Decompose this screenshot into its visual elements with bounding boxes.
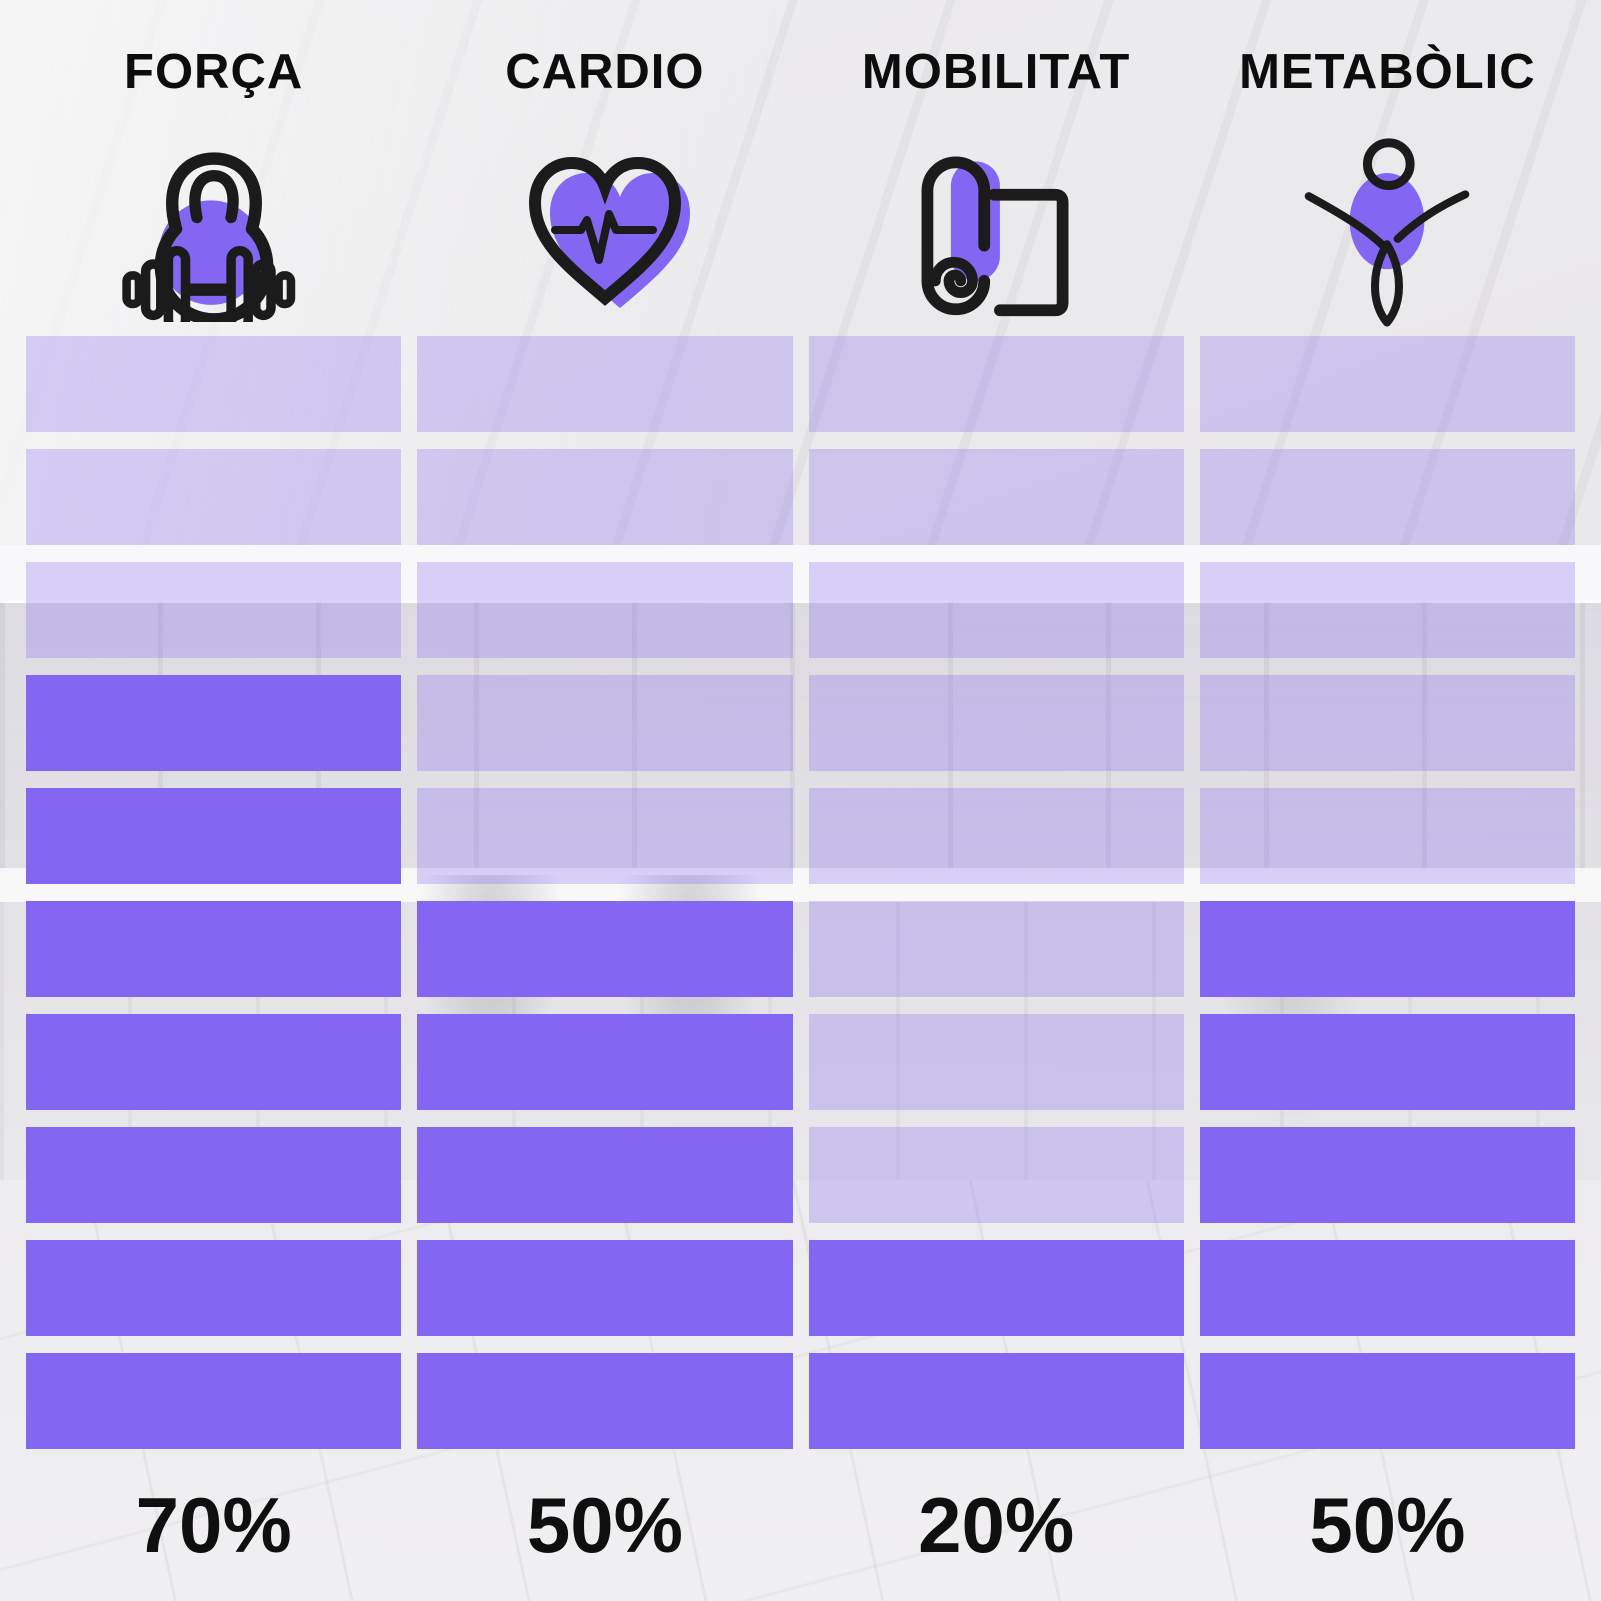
yoga-mat-icon [921,156,1069,317]
segment-empty [417,562,793,658]
segment-empty [26,449,402,545]
segment-empty [417,336,793,432]
segment-stack [26,336,402,1449]
segment-filled [1199,1014,1575,1110]
segment-empty [26,562,402,658]
background-white-band [0,545,1601,600]
segment-empty [808,675,1184,771]
segment-empty [808,788,1184,884]
column-title: FORÇA [124,45,304,99]
segment-filled [417,1014,793,1110]
segment-filled [417,1353,793,1449]
percent-label: 20% [918,1480,1075,1569]
chart-column-metabòlic: METABÒLIC 50% [1199,0,1575,1601]
segment-empty [417,675,793,771]
chart-column-força: FORÇA 70% [26,0,402,1601]
column-title: METABÒLIC [1239,45,1536,99]
heart-pulse-icon [417,132,792,336]
segment-filled [26,1127,402,1223]
segment-empty [808,449,1184,545]
segment-empty [26,336,402,432]
segment-filled [417,901,793,997]
segment-filled [417,1240,793,1336]
chart-column-mobilitat: MOBILITAT 20% [808,0,1184,1601]
yoga-mat-icon [809,132,1184,336]
percent-label: 70% [135,1480,292,1569]
segment-empty [1199,788,1575,884]
heart-pulse-icon [528,156,690,308]
segment-filled [26,675,402,771]
segment-empty [417,788,793,884]
segment-empty [808,336,1184,432]
segment-filled [26,1353,402,1449]
gymnast-figure-icon [1305,138,1470,327]
column-title: MOBILITAT [861,45,1131,99]
chart-column-cardio: CARDIO 50% [417,0,793,1601]
segment-empty [1199,562,1575,658]
segment-filled [1199,901,1575,997]
segment-stack [808,336,1184,1449]
segment-filled [26,1240,402,1336]
kettlebell-dumbbell-icon [26,132,401,336]
gymnast-figure-icon [1200,132,1575,336]
segment-empty [808,1127,1184,1223]
segment-filled [1199,1353,1575,1449]
segment-stack [1199,336,1575,1449]
column-title: CARDIO [505,45,705,99]
segment-stack [417,336,793,1449]
segment-filled [1199,1240,1575,1336]
segment-filled [26,901,402,997]
segment-empty [1199,449,1575,545]
segment-filled [1199,1127,1575,1223]
segment-filled [26,1014,402,1110]
percent-label: 50% [526,1480,683,1569]
segment-empty [1199,675,1575,771]
segment-empty [417,449,793,545]
segment-filled [417,1127,793,1223]
segment-empty [808,901,1184,997]
segment-filled [808,1240,1184,1336]
segment-filled [808,1353,1184,1449]
segment-empty [808,562,1184,658]
kettlebell-dumbbell-icon [121,152,295,322]
segment-filled [26,788,402,884]
segment-empty [808,1014,1184,1110]
percent-label: 50% [1309,1480,1466,1569]
segment-empty [1199,336,1575,432]
